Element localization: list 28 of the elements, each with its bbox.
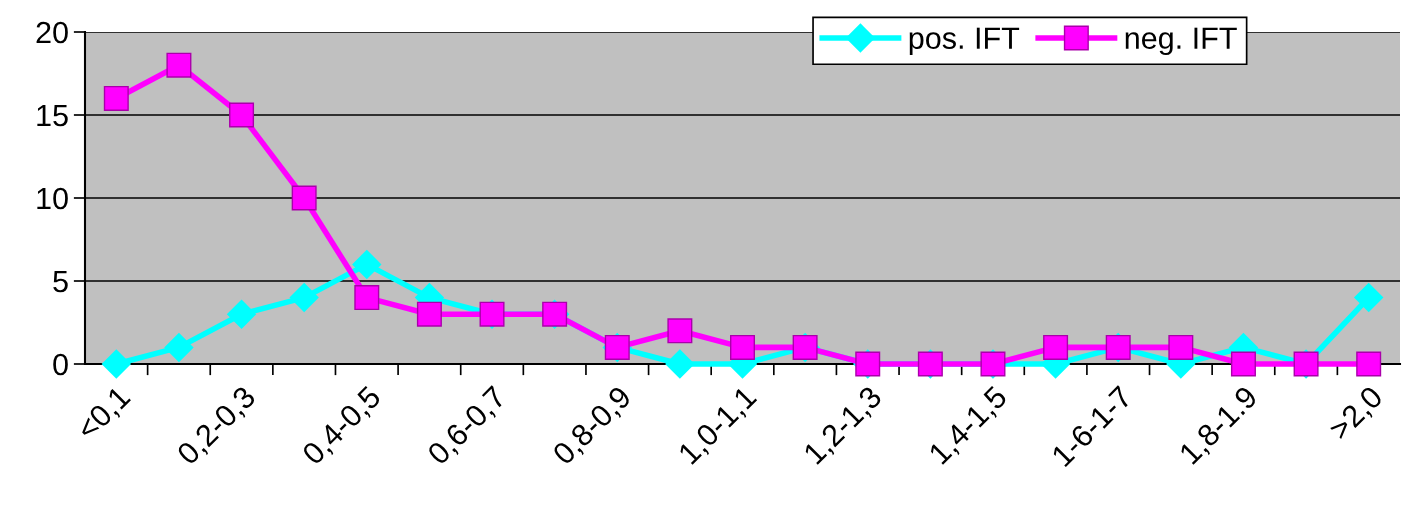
point — [667, 318, 693, 344]
point — [291, 185, 317, 211]
point — [665, 349, 695, 379]
y-tick-label: 15 — [37, 105, 68, 127]
point — [354, 285, 380, 311]
y-tick-label: 0 — [53, 353, 68, 376]
point — [1353, 282, 1384, 313]
point — [164, 332, 194, 363]
point — [226, 299, 257, 329]
x-tick-label: >2,0 — [1327, 384, 1387, 444]
point — [1356, 351, 1382, 377]
point — [1043, 334, 1069, 360]
point — [101, 349, 132, 379]
point — [229, 102, 255, 128]
legend-label: neg. IFT — [1125, 27, 1237, 56]
point — [352, 249, 382, 280]
legend-label: pos. IFT — [909, 27, 1020, 56]
point — [103, 85, 129, 111]
point — [289, 282, 319, 313]
point — [416, 301, 442, 327]
y-tick-label: 5 — [53, 271, 68, 293]
point — [1168, 334, 1194, 360]
point — [729, 334, 756, 360]
x-tick-label: <0,1 — [75, 385, 134, 444]
y-tick-label: 20 — [36, 21, 68, 44]
y-tick-label: 10 — [37, 187, 68, 210]
point — [1230, 351, 1256, 377]
point — [166, 52, 192, 78]
